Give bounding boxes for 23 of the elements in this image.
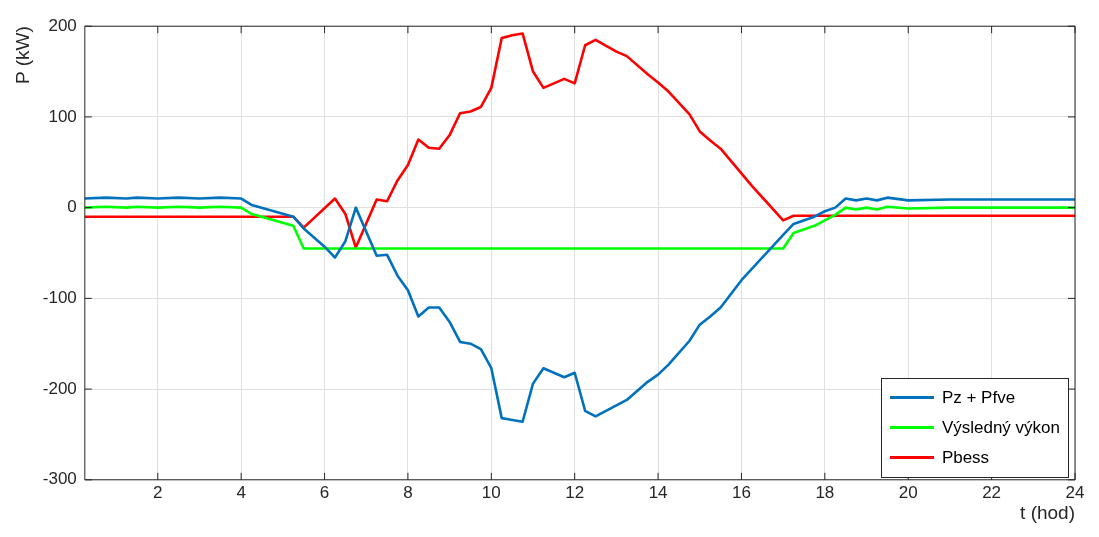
x-tick-label: 24 (1065, 482, 1085, 502)
legend-label: Pbess (941, 447, 990, 468)
y-tick-label: 100 (48, 106, 77, 126)
y-tick-label: -200 (42, 378, 77, 398)
y-tick-label: -100 (42, 288, 77, 308)
y-tick-label: 200 (48, 15, 77, 35)
x-tick-label: 22 (982, 482, 1002, 502)
x-tick-label: 10 (481, 482, 501, 502)
x-tick-label: 12 (565, 482, 585, 502)
x-tick-label: 8 (403, 482, 413, 502)
legend-label: Pz + Pfve (941, 387, 1016, 408)
y-tick-label: 0 (67, 197, 77, 217)
x-tick-label: 20 (898, 482, 918, 502)
y-tick-label: -300 (42, 469, 77, 489)
legend-label: Výsledný výkon (941, 417, 1060, 438)
x-tick-label: 6 (319, 482, 330, 502)
x-tick-label: 16 (732, 482, 751, 502)
x-axis-title: t (hod) (1020, 501, 1075, 523)
y-axis-title: P (kW) (11, 26, 33, 84)
x-tick-label: 4 (236, 482, 246, 502)
x-tick-label: 18 (815, 482, 835, 502)
x-tick-label: 2 (153, 482, 163, 502)
x-tick-label: 14 (648, 482, 668, 502)
